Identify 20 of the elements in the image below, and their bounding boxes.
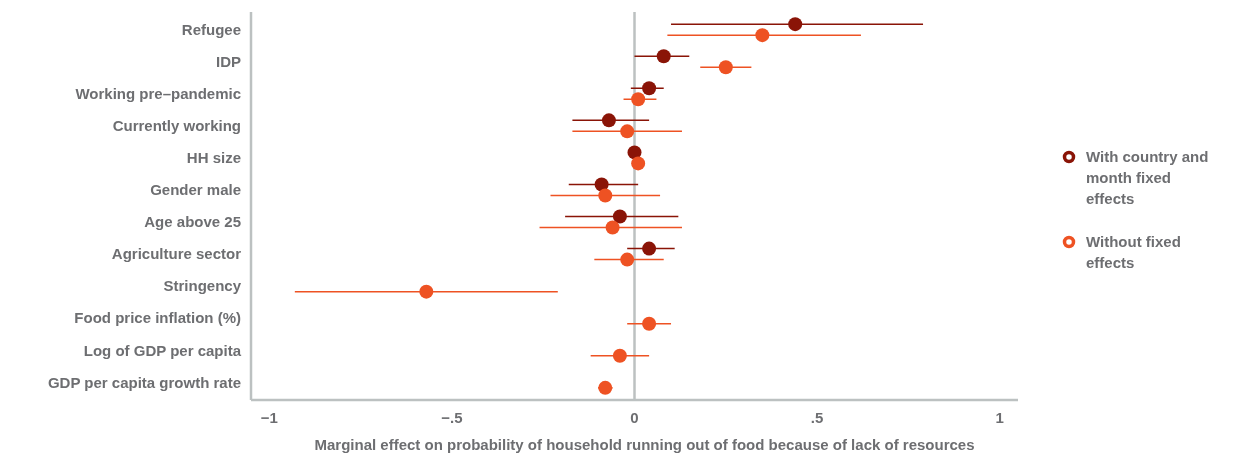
y-tick-label: HH size	[186, 149, 241, 167]
legend-label: Without fixed effects	[1086, 233, 1181, 272]
y-tick-label: Gender male	[150, 181, 241, 199]
y-tick-label: GDP per capita growth rate	[47, 373, 241, 391]
y-tick-label: Log of GDP per capita	[83, 341, 242, 359]
y-tick-label: Food price inflation (%)	[74, 309, 241, 327]
x-tick-label: −1	[260, 409, 278, 426]
y-tick-label: Age above 25	[144, 213, 241, 231]
y-tick-label: IDP	[215, 52, 241, 70]
y-tick-label: Refugee	[181, 20, 241, 38]
x-tick-label: 0	[630, 409, 639, 426]
y-tick-label: Working pre–pandemic	[75, 85, 241, 103]
x-axis-title: Marginal effect on probability of household running out of food because of lack of resources	[314, 436, 975, 453]
y-tick-label: Stringency	[163, 277, 242, 295]
legend-label: With country and month fixed effects	[1086, 148, 1209, 208]
x-tick-label: .5	[810, 409, 824, 426]
y-tick-label: Agriculture sector	[111, 245, 242, 263]
x-tick-label: 1	[995, 409, 1004, 426]
x-tick-label: −.5	[441, 409, 463, 426]
y-tick-label: Currently working	[112, 117, 241, 135]
